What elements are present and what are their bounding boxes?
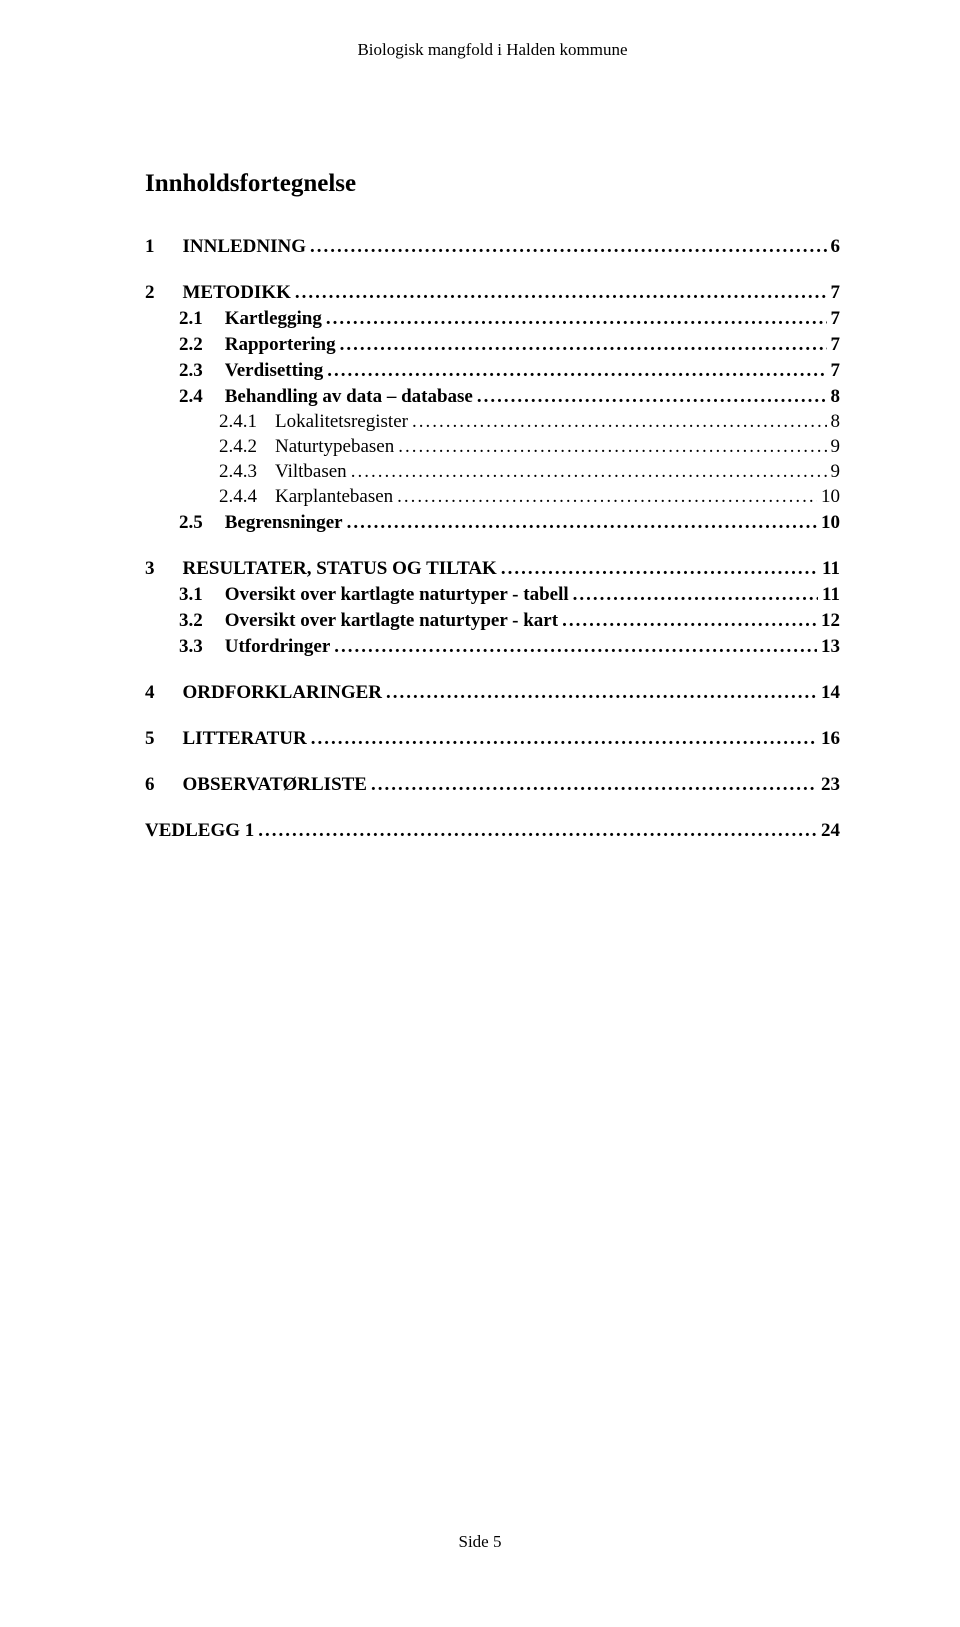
toc-entry: 3 RESULTATER, STATUS OG TILTAK 11 [145,558,840,580]
toc-entry-page: 8 [831,411,841,433]
toc-entry: 2.2 Rapportering 7 [145,334,840,356]
toc-entry-label: Lokalitetsregister [275,411,408,433]
toc-entry-page: 10 [821,486,840,508]
toc-entry-label: INNLEDNING [183,236,307,258]
toc-entry-page: 9 [831,436,841,458]
toc-leader-dots [334,636,817,658]
toc-entry-page: 7 [831,334,841,356]
toc-entry: 2.4.2 Naturtypebasen 9 [145,436,840,458]
toc-entry-number: 2.5 [179,512,203,534]
toc-entry: 2.4.1 Lokalitetsregister 8 [145,411,840,433]
toc-entry-number: 5 [145,728,155,750]
toc-entry-label: VEDLEGG 1 [145,820,254,842]
toc-entry: 2.4.3 Viltbasen 9 [145,461,840,483]
toc-entry-label: Rapportering [225,334,336,356]
toc-entry-label: LITTERATUR [183,728,307,750]
toc-entry-page: 14 [821,682,840,704]
toc-entry-label: Viltbasen [275,461,347,483]
toc-leader-dots [501,558,818,580]
toc-entry-page: 16 [821,728,840,750]
toc-entry-number: 2.4 [179,386,203,408]
toc-entry-label: Oversikt over kartlagte naturtyper - kar… [225,610,558,632]
toc-entry: 2.3 Verdisetting 7 [145,360,840,382]
toc-entry-page: 9 [831,461,841,483]
toc-entry-number: 2.3 [179,360,203,382]
toc-entry-number: 3.1 [179,584,203,606]
toc-entry: 6 OBSERVATØRLISTE 23 [145,774,840,796]
toc-leader-dots [562,610,817,632]
toc-entry-label: Verdisetting [225,360,324,382]
toc-entry-label: ORDFORKLARINGER [183,682,383,704]
toc-entry: 2 METODIKK 7 [145,282,840,304]
toc-leader-dots [310,236,826,258]
page-footer: Side 5 [0,1532,960,1552]
toc-entry-label: Kartlegging [225,308,322,330]
toc-entry-label: Karplantebasen [275,486,393,508]
toc-entry-page: 6 [831,236,841,258]
toc-entry-number: 3 [145,558,155,580]
toc-entry-label: Utfordringer [225,636,331,658]
toc-entry-label: Behandling av data – database [225,386,473,408]
toc-entry-label: METODIKK [183,282,291,304]
toc-leader-dots [347,512,817,534]
toc-entry: 5 LITTERATUR 16 [145,728,840,750]
toc-entry-number: 2.1 [179,308,203,330]
toc-entry-number: 2.4.1 [219,411,257,433]
toc-entry-page: 11 [822,558,840,580]
toc-entry-number: 2.2 [179,334,203,356]
toc-entry-number: 2.4.4 [219,486,257,508]
toc-leader-dots [386,682,817,704]
toc-entry-number: 2 [145,282,155,304]
toc-entry: 2.4.4 Karplantebasen 10 [145,486,840,508]
toc-leader-dots [326,308,827,330]
table-of-contents: 1INNLEDNING62METODIKK72.1Kartlegging72.2… [145,236,840,842]
toc-entry-label: Oversikt over kartlagte naturtyper - tab… [225,584,569,606]
toc-leader-dots [340,334,827,356]
toc-entry: 2.5 Begrensninger 10 [145,512,840,534]
toc-entry-page: 23 [821,774,840,796]
toc-entry: 3.1 Oversikt over kartlagte naturtyper - … [145,584,840,606]
toc-entry-number: 6 [145,774,155,796]
toc-entry: 2.1 Kartlegging 7 [145,308,840,330]
toc-leader-dots [371,774,817,796]
toc-entry-number: 1 [145,236,155,258]
toc-entry-page: 7 [831,282,841,304]
toc-entry-number: 3.2 [179,610,203,632]
toc-entry-number: 2.4.2 [219,436,257,458]
toc-leader-dots [351,461,827,483]
toc-entry-page: 13 [821,636,840,658]
toc-entry-number: 4 [145,682,155,704]
toc-entry-page: 12 [821,610,840,632]
toc-title: Innholdsfortegnelse [145,170,840,198]
toc-entry-label: Begrensninger [225,512,343,534]
toc-entry-page: 24 [821,820,840,842]
toc-leader-dots [258,820,817,842]
toc-entry-page: 7 [831,360,841,382]
toc-entry: 1 INNLEDNING 6 [145,236,840,258]
toc-entry-page: 7 [831,308,841,330]
toc-entry-page: 10 [821,512,840,534]
toc-entry-label: Naturtypebasen [275,436,394,458]
toc-leader-dots [327,360,826,382]
toc-entry: 3.3 Utfordringer 13 [145,636,840,658]
toc-entry-label: RESULTATER, STATUS OG TILTAK [183,558,497,580]
running-head: Biologisk mangfold i Halden kommune [145,40,840,60]
toc-entry-number: 2.4.3 [219,461,257,483]
toc-leader-dots [397,486,817,508]
toc-entry-page: 8 [831,386,841,408]
toc-entry-number: 3.3 [179,636,203,658]
toc-entry: 3.2 Oversikt over kartlagte naturtyper - … [145,610,840,632]
document-page: Biologisk mangfold i Halden kommune Innh… [0,0,960,1627]
toc-entry: 4 ORDFORKLARINGER 14 [145,682,840,704]
toc-entry: 2.4 Behandling av data – database 8 [145,386,840,408]
toc-leader-dots [412,411,827,433]
toc-entry-page: 11 [822,584,840,606]
toc-leader-dots [295,282,827,304]
toc-leader-dots [311,728,817,750]
toc-leader-dots [573,584,818,606]
toc-entry-label: OBSERVATØRLISTE [183,774,367,796]
toc-entry: VEDLEGG 1 24 [145,820,840,842]
toc-leader-dots [398,436,826,458]
toc-leader-dots [477,386,827,408]
